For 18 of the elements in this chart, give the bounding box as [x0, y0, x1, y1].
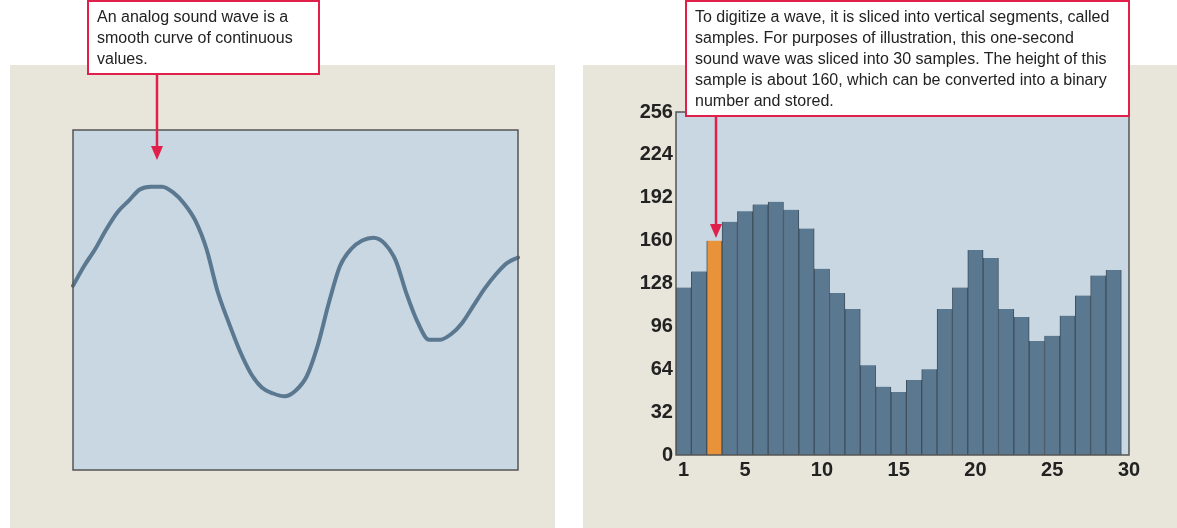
y-tick-label: 0 — [661, 442, 673, 465]
y-tick-label: 128 — [639, 271, 673, 294]
y-tick-label: 64 — [650, 356, 674, 379]
x-tick-label: 30 — [1117, 457, 1141, 480]
y-tick-label: 160 — [639, 228, 673, 251]
y-tick-label: 192 — [639, 185, 673, 208]
x-tick-label: 15 — [887, 457, 910, 480]
text: An analog sound wave is a smooth curve of continuous values. — [87, 0, 320, 75]
x-tick-label: 10 — [810, 457, 834, 480]
x-tick-label: 20 — [964, 457, 987, 480]
y-tick-label: 256 — [639, 99, 673, 122]
y-tick-label: 224 — [639, 142, 674, 165]
x-tick-label: 1 — [678, 457, 690, 480]
x-tick-label: 25 — [1041, 457, 1064, 480]
text: To digitize a wave, it is sliced into vertical segments, called samples. For purposes of illustration, this one-second sound wave was sliced into 30 samples. The height of this sample is about 160, which can be converted into a binary number and stored. — [685, 0, 1130, 117]
y-tick-label: 32 — [650, 399, 673, 422]
x-tick-label: 5 — [739, 457, 751, 480]
y-tick-label: 96 — [650, 313, 673, 336]
